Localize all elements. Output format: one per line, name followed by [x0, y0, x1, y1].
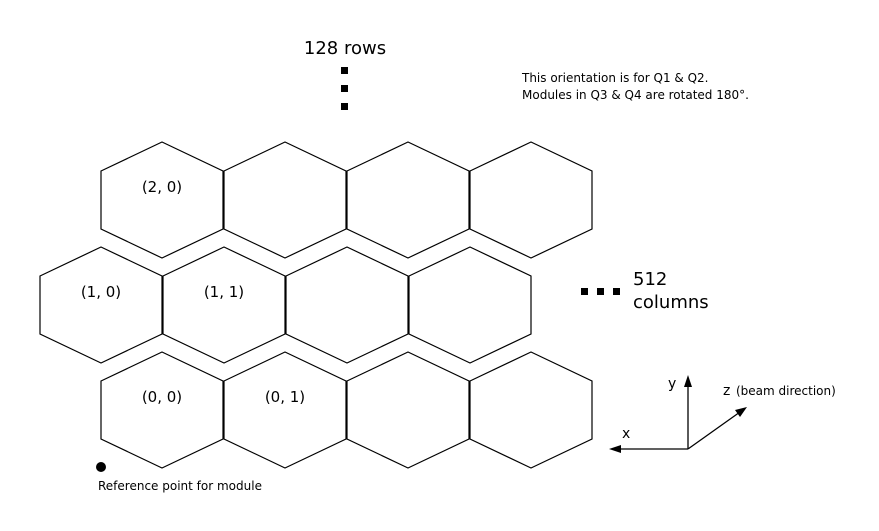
hex-grid [39, 141, 593, 469]
hex-cell [100, 351, 224, 469]
hex-cell [469, 351, 593, 469]
horizontal-ellipsis-icon [581, 288, 620, 295]
columns-word: columns [633, 292, 709, 313]
reference-point-dot-icon [96, 462, 106, 472]
orientation-note-line1: This orientation is for Q1 & Q2. [521, 71, 708, 85]
z-axis-description: (beam direction) [736, 384, 836, 398]
vertical-ellipsis-icon [341, 67, 348, 110]
y-axis-label: y [668, 376, 676, 392]
columns-count: 512 [633, 269, 667, 290]
x-axis-label: x [622, 426, 630, 442]
hex-cell [346, 351, 470, 469]
rows-label: 128 rows [304, 38, 386, 59]
hex-cell [223, 351, 347, 469]
hex-cell [39, 246, 163, 364]
hex-cell [469, 141, 593, 259]
z-axis-line [687, 411, 741, 450]
hex-cell-label: (0, 1) [265, 388, 305, 406]
hex-labels: (0, 0) (0, 1) (1, 0) (1, 1) (2, 0) [81, 178, 305, 406]
hex-cell-label: (0, 0) [142, 388, 182, 406]
hex-cell-label: (1, 0) [81, 283, 121, 301]
hex-cell-label: (1, 1) [204, 283, 244, 301]
z-axis-label: z [723, 383, 730, 399]
hex-cell-label: (2, 0) [142, 178, 182, 196]
x-arrowhead-icon [609, 445, 621, 453]
hex-cell [162, 246, 286, 364]
hex-cell [223, 141, 347, 259]
hex-cell [100, 141, 224, 259]
hex-cell [408, 246, 532, 364]
axes-icon [609, 375, 747, 453]
hex-cell [346, 141, 470, 259]
hex-cell [285, 246, 409, 364]
z-arrowhead-icon [735, 407, 747, 417]
orientation-note-line2: Modules in Q3 & Q4 are rotated 180°. [522, 88, 749, 102]
reference-point-label: Reference point for module [98, 479, 262, 493]
y-arrowhead-icon [684, 375, 692, 387]
